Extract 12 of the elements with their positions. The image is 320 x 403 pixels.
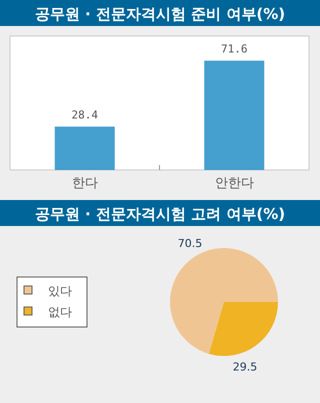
- chart-title: 공무원 · 전문자격시험 준비 여부(%): [34, 5, 286, 23]
- data-label: 70.5: [178, 237, 202, 250]
- x-tick-label: 안한다: [214, 176, 254, 191]
- pie-slice: [208, 302, 278, 356]
- data-label: 29.5: [232, 360, 258, 374]
- pie-slice: [170, 248, 278, 354]
- x-tick-label: 한다: [72, 176, 98, 191]
- legend-label: 없다: [48, 305, 72, 319]
- data-label: 71.6: [221, 42, 248, 56]
- chart-title: 공무원 · 전문자격시험 고려 여부(%): [34, 205, 286, 223]
- legend-label: 있다: [48, 284, 72, 298]
- data-label: 28.4: [72, 108, 98, 122]
